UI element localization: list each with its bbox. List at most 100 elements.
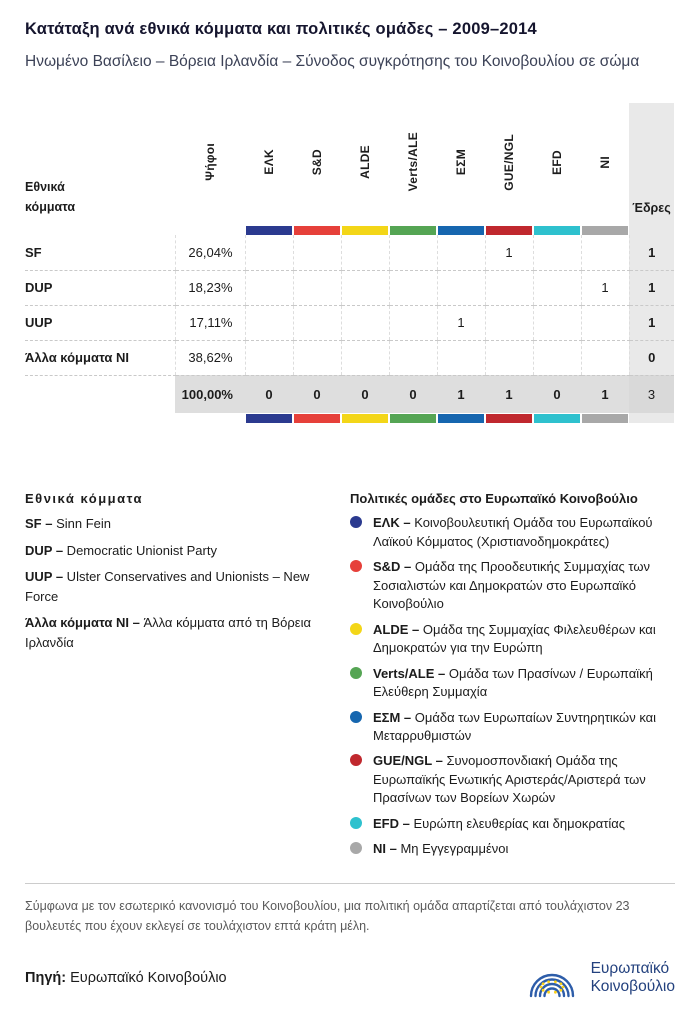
group-color-bar: [486, 413, 532, 423]
legend-item: ΕΣΜ – Ομάδα των Ευρωπαίων Συντηρητικών κ…: [350, 709, 675, 746]
group-cell: [580, 235, 629, 271]
total-group-cell: 0: [293, 375, 341, 414]
total-group-cell: 1: [437, 375, 485, 414]
group-color-bar: [246, 225, 292, 235]
group-color-bar: [582, 225, 628, 235]
group-cell: [532, 270, 581, 306]
page-subtitle: Ηνωμένο Βασίλειο – Βόρεια Ιρλανδία – Σύν…: [25, 53, 640, 70]
group-color-bar: [534, 413, 580, 423]
page: Κατάταξη ανά εθνικά κόμματα και πολιτικέ…: [25, 20, 675, 998]
group-cell: [388, 340, 437, 376]
seats-cell: 1: [628, 305, 674, 341]
color-bar-cell: [533, 225, 581, 235]
party-name: SF: [25, 235, 175, 271]
group-color-dot: [350, 710, 362, 723]
legend-political-groups: Πολιτικές ομάδες στο Ευρωπαϊκό Κοινοβούλ…: [350, 491, 675, 858]
color-bar-cell: [437, 225, 485, 235]
seats-cell: 1: [628, 270, 674, 306]
column-header-group-alde: ALDE: [358, 145, 372, 179]
group-cell: [436, 270, 485, 306]
group-color-bar: [246, 413, 292, 423]
group-cell: [292, 340, 341, 376]
group-color-bar: [582, 413, 628, 423]
group-cell: [580, 340, 629, 376]
color-bar-cell: [581, 413, 629, 423]
group-color-dot: [350, 622, 362, 635]
group-cell: [244, 305, 293, 341]
seats-cell: 0: [628, 340, 674, 376]
group-cell: 1: [580, 270, 629, 306]
source-row: Πηγή: Ευρωπαϊκό Κοινοβούλιο: [25, 958, 675, 998]
group-color-bar: [342, 225, 388, 235]
column-header-group-verts: Verts/ALE: [406, 132, 420, 192]
table-row-other-ni: Άλλα κόμματα NI 38,62% 0: [25, 340, 674, 376]
group-cell: [244, 235, 293, 271]
group-color-dot: [350, 754, 362, 767]
group-cell: 1: [436, 305, 485, 341]
column-header-parties: Εθνικά κόμματα: [25, 180, 76, 215]
group-color-dot: [350, 516, 362, 529]
total-group-cell: 1: [581, 375, 629, 414]
total-group-cell: 0: [245, 375, 293, 414]
party-name: Άλλα κόμματα NI: [25, 340, 175, 376]
source-text: Πηγή: Ευρωπαϊκό Κοινοβούλιο: [25, 969, 227, 986]
group-color-bar: [294, 413, 340, 423]
group-cell: [244, 270, 293, 306]
group-color-dot: [350, 816, 362, 829]
color-bar-cell: [293, 225, 341, 235]
group-color-bar: [486, 225, 532, 235]
legend-item: Verts/ALE – Ομάδα των Πρασίνων / Ευρωπαϊ…: [350, 665, 675, 702]
results-table: Εθνικά κόμματα Ψήφοι ΕΛΚ S&D ALDE Verts/…: [25, 103, 674, 424]
seats-cell: 1: [628, 235, 674, 271]
footnote: Σύμφωνα με τον εσωτερικό κανονισμό του Κ…: [25, 882, 675, 936]
votes-cell: 18,23%: [174, 270, 245, 306]
group-color-bar: [294, 225, 340, 235]
color-bar-cell: [245, 413, 293, 423]
color-bar-cell: [437, 413, 485, 423]
legend-item: GUE/NGL – Συνομοσπονδιακή Ομάδα της Ευρω…: [350, 752, 675, 807]
legend-item: ALDE – Ομάδα της Συμμαχίας Φιλελευθέρων …: [350, 621, 675, 658]
color-bar-cell: [533, 413, 581, 423]
color-bar-cell: [341, 413, 389, 423]
legend-item: DUP – Democratic Unionist Party: [25, 542, 217, 558]
group-color-dot: [350, 842, 362, 855]
column-header-group-sd: S&D: [310, 148, 324, 176]
group-cell: [292, 235, 341, 271]
group-cell: [340, 340, 389, 376]
european-parliament-logo: Ευρωπαϊκό Κοινοβούλιο: [523, 958, 675, 998]
ep-hemicycle-icon: [529, 973, 574, 997]
group-color-bar: [438, 225, 484, 235]
group-cell: [292, 270, 341, 306]
column-header-seats: Έδρες: [629, 103, 674, 226]
legend-item: S&D – Ομάδα της Προοδευτικής Συμμαχίας τ…: [350, 558, 675, 613]
group-color-bar-row-top: [25, 225, 674, 236]
group-cell: [388, 305, 437, 341]
group-color-bar-row-bottom: [25, 413, 674, 424]
group-cell: [532, 340, 581, 376]
legend: Εθνικά κόμματα SF – Sinn Fein DUP – Demo…: [25, 491, 675, 858]
column-header-group-ni: NI: [598, 155, 612, 169]
ep-logo-wordmark: Ευρωπαϊκό Κοινοβούλιο: [590, 960, 675, 995]
group-cell: [436, 340, 485, 376]
color-bar-cell: [293, 413, 341, 423]
column-header-group-guengl: GUE/NGL: [502, 133, 516, 191]
group-color-bar: [390, 413, 436, 423]
color-bar-cell: [341, 225, 389, 235]
legend-item: NI – Μη Εγγεγραμμένοι: [350, 840, 675, 858]
votes-cell: 38,62%: [174, 340, 245, 376]
party-name: DUP: [25, 270, 175, 306]
column-header-group-ecr: ΕΣΜ: [454, 148, 468, 176]
total-group-cell: 0: [533, 375, 581, 414]
group-cell: [484, 340, 533, 376]
group-cell: [436, 235, 485, 271]
total-group-cell: 0: [341, 375, 389, 414]
table-row-sf: SF 26,04% 1 1: [25, 235, 674, 271]
legend-groups-title: Πολιτικές ομάδες στο Ευρωπαϊκό Κοινοβούλ…: [350, 491, 638, 507]
table-row-uup: UUP 17,11% 1 1: [25, 305, 674, 341]
column-header-group-epp: ΕΛΚ: [262, 149, 276, 175]
group-color-dot: [350, 560, 362, 573]
table-row-dup: DUP 18,23% 1 1: [25, 270, 674, 306]
group-color-dot: [350, 666, 362, 679]
group-cell: [388, 270, 437, 306]
legend-item: SF – Sinn Fein: [25, 516, 112, 532]
